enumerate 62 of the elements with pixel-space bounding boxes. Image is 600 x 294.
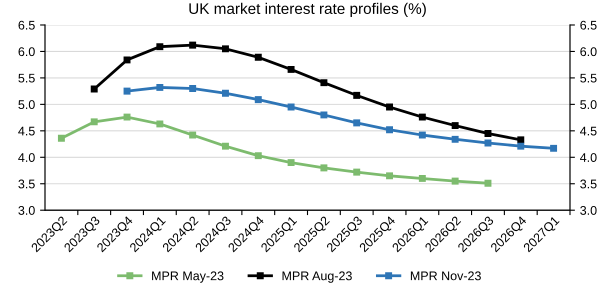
point (517, 142, 524, 150)
point (90, 86, 98, 92)
point (254, 96, 262, 104)
point (156, 120, 164, 128)
point (418, 114, 426, 121)
point (90, 118, 98, 126)
legend-label: MPR Nov-23 (410, 271, 481, 280)
y2-tick-label: 6.5 (580, 20, 597, 30)
point (222, 45, 229, 52)
point (124, 56, 131, 64)
point (58, 134, 65, 142)
legend-label: MPR May-23 (152, 271, 224, 283)
point (288, 159, 295, 166)
point (353, 119, 360, 126)
point (189, 132, 196, 139)
point (418, 174, 426, 182)
y2-tick-label: 5.5 (580, 74, 597, 83)
point (386, 126, 394, 134)
y2-tick-label: 6.0 (580, 47, 597, 56)
y-tick-label: 5.5 (18, 74, 35, 83)
legend-label: MPR Aug-23 (282, 271, 352, 283)
y2-tick-label: 3.5 (580, 180, 597, 188)
y-tick-label: 6.0 (18, 47, 35, 56)
point (288, 66, 295, 73)
y-tick-label: 5.0 (18, 100, 35, 110)
point (124, 88, 131, 95)
point (156, 43, 164, 50)
point (320, 164, 328, 172)
point (353, 168, 360, 176)
point (452, 136, 459, 143)
point (386, 104, 394, 110)
y-tick-label: 3.5 (18, 180, 35, 188)
point (386, 172, 394, 180)
point (418, 132, 426, 139)
y2-tick-label: 3.0 (580, 206, 597, 215)
point (517, 136, 524, 144)
y2-tick-label: 4.0 (580, 153, 597, 162)
point (452, 178, 459, 185)
point (484, 130, 492, 137)
point (320, 79, 328, 86)
point (320, 111, 328, 118)
point (189, 42, 196, 49)
point (452, 122, 459, 130)
y2-tick-label: 5.0 (580, 100, 597, 110)
point (222, 90, 229, 97)
chart-title: UK market interest rate profiles (%) (189, 2, 426, 18)
point (222, 142, 229, 150)
y-tick-label: 4.0 (18, 153, 35, 162)
point (288, 104, 295, 110)
y-tick-label: 4.5 (18, 126, 35, 136)
point (550, 144, 558, 152)
y2-tick-label: 4.5 (580, 126, 597, 136)
point (189, 85, 196, 92)
y-tick-label: 6.5 (18, 20, 35, 30)
y-tick-label: 3.0 (18, 206, 35, 215)
point (484, 180, 492, 187)
point (353, 92, 360, 99)
point (254, 54, 262, 61)
point (254, 152, 262, 160)
point (156, 84, 164, 91)
point (484, 140, 492, 146)
point (124, 114, 131, 121)
